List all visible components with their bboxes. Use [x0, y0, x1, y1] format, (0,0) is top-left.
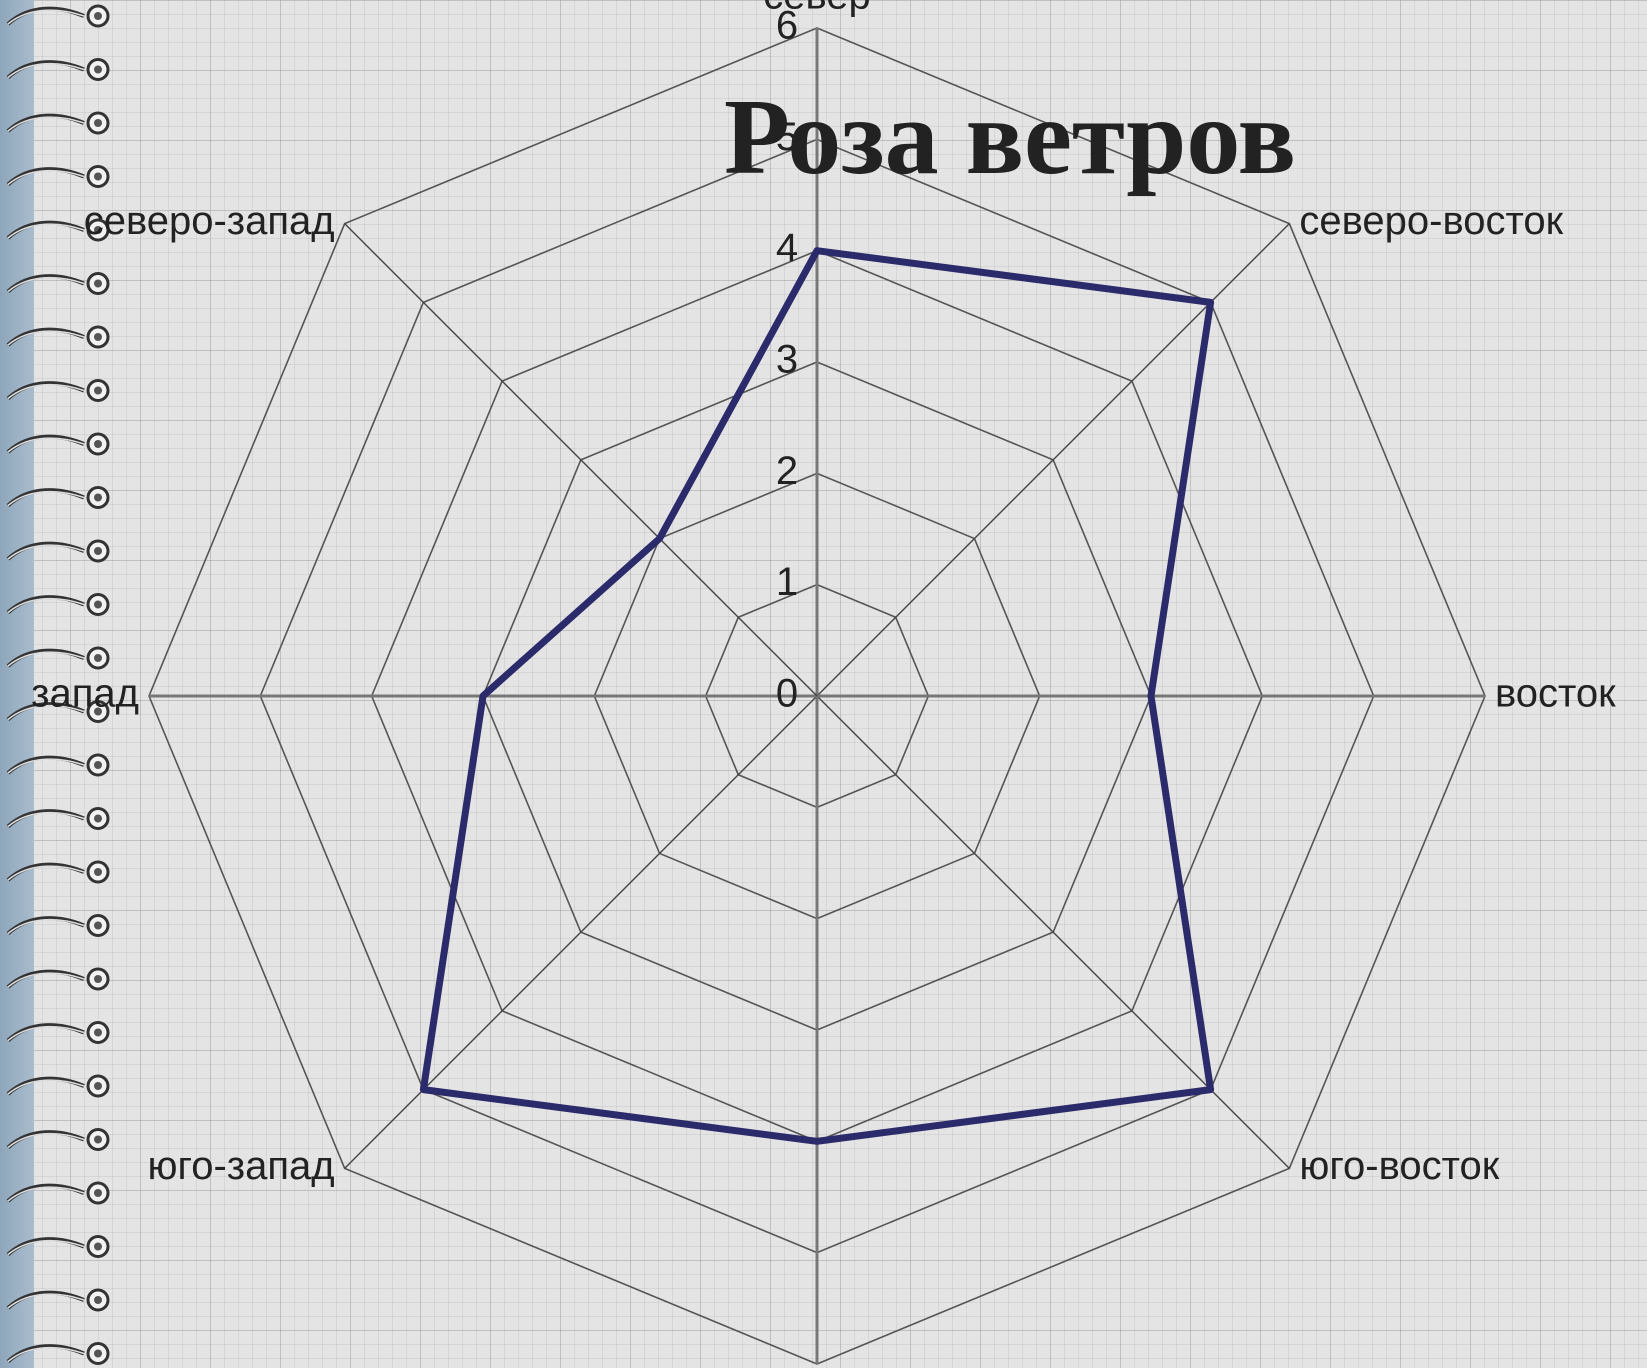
category-label: юго-восток — [1299, 1144, 1499, 1188]
spoke — [345, 224, 817, 696]
r-tick-label: 1 — [776, 560, 798, 604]
spoke — [817, 224, 1289, 696]
r-tick-label: 0 — [776, 672, 798, 716]
chart-title: Роза ветров — [724, 78, 1296, 197]
spoke — [345, 696, 817, 1168]
chart: 0123456северсеверо-востоквостокюго-восто… — [0, 0, 1647, 1368]
category-label: восток — [1495, 672, 1616, 716]
category-label: северо-восток — [1299, 199, 1563, 243]
spoke — [817, 696, 1289, 1168]
category-label: запад — [31, 672, 139, 716]
page: html, body { margin: 0; padding: 0; widt… — [0, 0, 1647, 1368]
category-label: юго-запад — [148, 1144, 335, 1188]
r-tick-label: 2 — [776, 449, 798, 493]
r-tick-label: 3 — [776, 338, 798, 382]
r-tick-label: 4 — [776, 226, 798, 270]
category-label: север — [763, 0, 871, 18]
page-body: {"chart_data": {"type": "radar", "title"… — [0, 0, 1647, 1368]
category-label: северо-запад — [84, 199, 335, 243]
